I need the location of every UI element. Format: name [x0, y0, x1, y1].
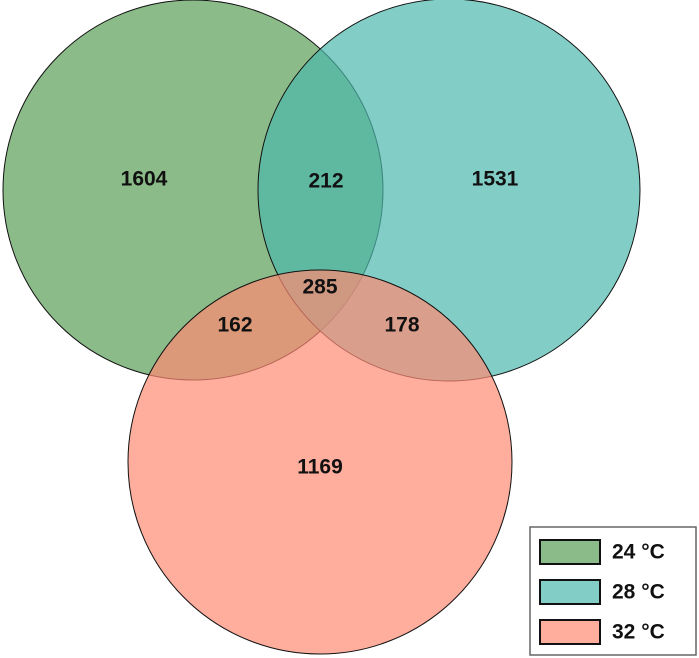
- region-label: 1531: [472, 168, 519, 191]
- legend-swatch: [539, 619, 601, 645]
- set-circle: [127, 269, 513, 655]
- region-label: 285: [302, 276, 337, 299]
- legend-swatch: [539, 539, 601, 565]
- legend-label: 28 °C: [612, 581, 665, 604]
- legend-label: 32 °C: [612, 621, 665, 644]
- region-label: 1604: [121, 168, 168, 191]
- region-label: 162: [217, 314, 252, 337]
- region-label: 212: [308, 170, 343, 193]
- legend-label: 24 °C: [612, 541, 665, 564]
- region-label: 178: [384, 314, 419, 337]
- legend-swatch: [539, 579, 601, 605]
- region-label: 1169: [297, 456, 343, 479]
